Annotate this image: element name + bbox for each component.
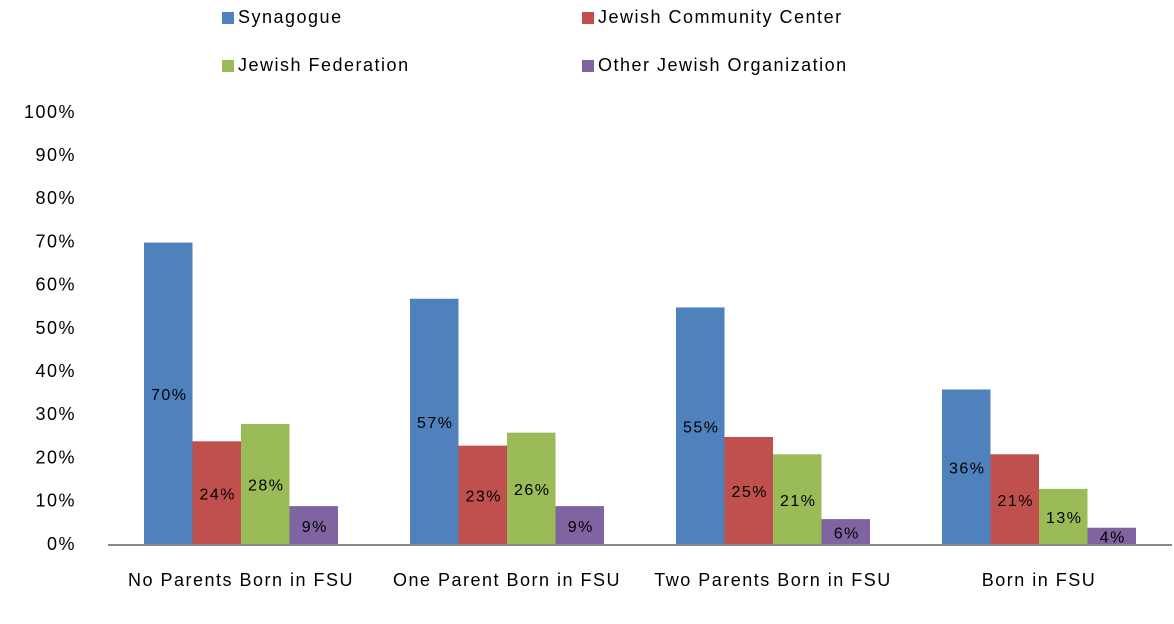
bar [458, 445, 507, 545]
data-label: 57% [417, 415, 454, 432]
bar [676, 307, 725, 545]
data-label: 55% [683, 419, 720, 436]
data-label: 21% [997, 493, 1034, 510]
y-tick-label: 20% [35, 447, 76, 467]
data-label: 13% [1046, 510, 1083, 527]
legend-label: Jewish Federation [238, 55, 410, 75]
bar [144, 242, 193, 545]
legend-swatch [582, 12, 594, 24]
y-tick-label: 70% [35, 231, 76, 251]
data-label: 70% [151, 387, 188, 404]
legend-swatch [222, 12, 234, 24]
legend-swatch [222, 60, 234, 72]
bar [1087, 527, 1136, 545]
data-label: 23% [465, 489, 502, 506]
data-label: 25% [731, 484, 768, 501]
y-tick-label: 90% [35, 145, 76, 165]
data-label: 4% [1100, 530, 1126, 547]
data-label: 28% [248, 478, 285, 495]
bar [289, 506, 338, 545]
x-tick-label: Born in FSU [981, 570, 1097, 590]
bar [1039, 488, 1088, 545]
bar [241, 424, 290, 545]
bar [410, 298, 459, 545]
x-tick-label: No Parents Born in FSU [127, 570, 355, 590]
data-label: 36% [949, 460, 986, 477]
y-tick-label: 0% [47, 534, 76, 554]
bar [990, 454, 1039, 545]
bar [773, 454, 822, 545]
legend-swatch [582, 60, 594, 72]
bar [507, 432, 556, 545]
data-label: 24% [199, 486, 236, 503]
bar [555, 506, 604, 545]
data-label: 21% [780, 493, 817, 510]
legend-label: Synagogue [238, 7, 343, 27]
y-tick-label: 80% [35, 188, 76, 208]
legend-label: Jewish Community Center [598, 7, 843, 27]
data-label: 9% [302, 519, 328, 536]
y-tick-label: 40% [35, 361, 76, 381]
data-label: 26% [514, 482, 551, 499]
bar [821, 519, 870, 545]
y-tick-label: 60% [35, 275, 76, 295]
y-tick-label: 100% [24, 102, 76, 122]
y-tick-label: 30% [35, 404, 76, 424]
bar [724, 437, 773, 545]
y-tick-label: 10% [35, 491, 76, 511]
data-label: 6% [834, 525, 860, 542]
y-tick-label: 50% [35, 318, 76, 338]
x-tick-label: One Parent Born in FSU [392, 570, 622, 590]
legend-label: Other Jewish Organization [598, 55, 848, 75]
data-label: 9% [568, 519, 594, 536]
bar [942, 389, 991, 545]
x-tick-label: Two Parents Born in FSU [654, 570, 892, 590]
bar [192, 441, 241, 545]
